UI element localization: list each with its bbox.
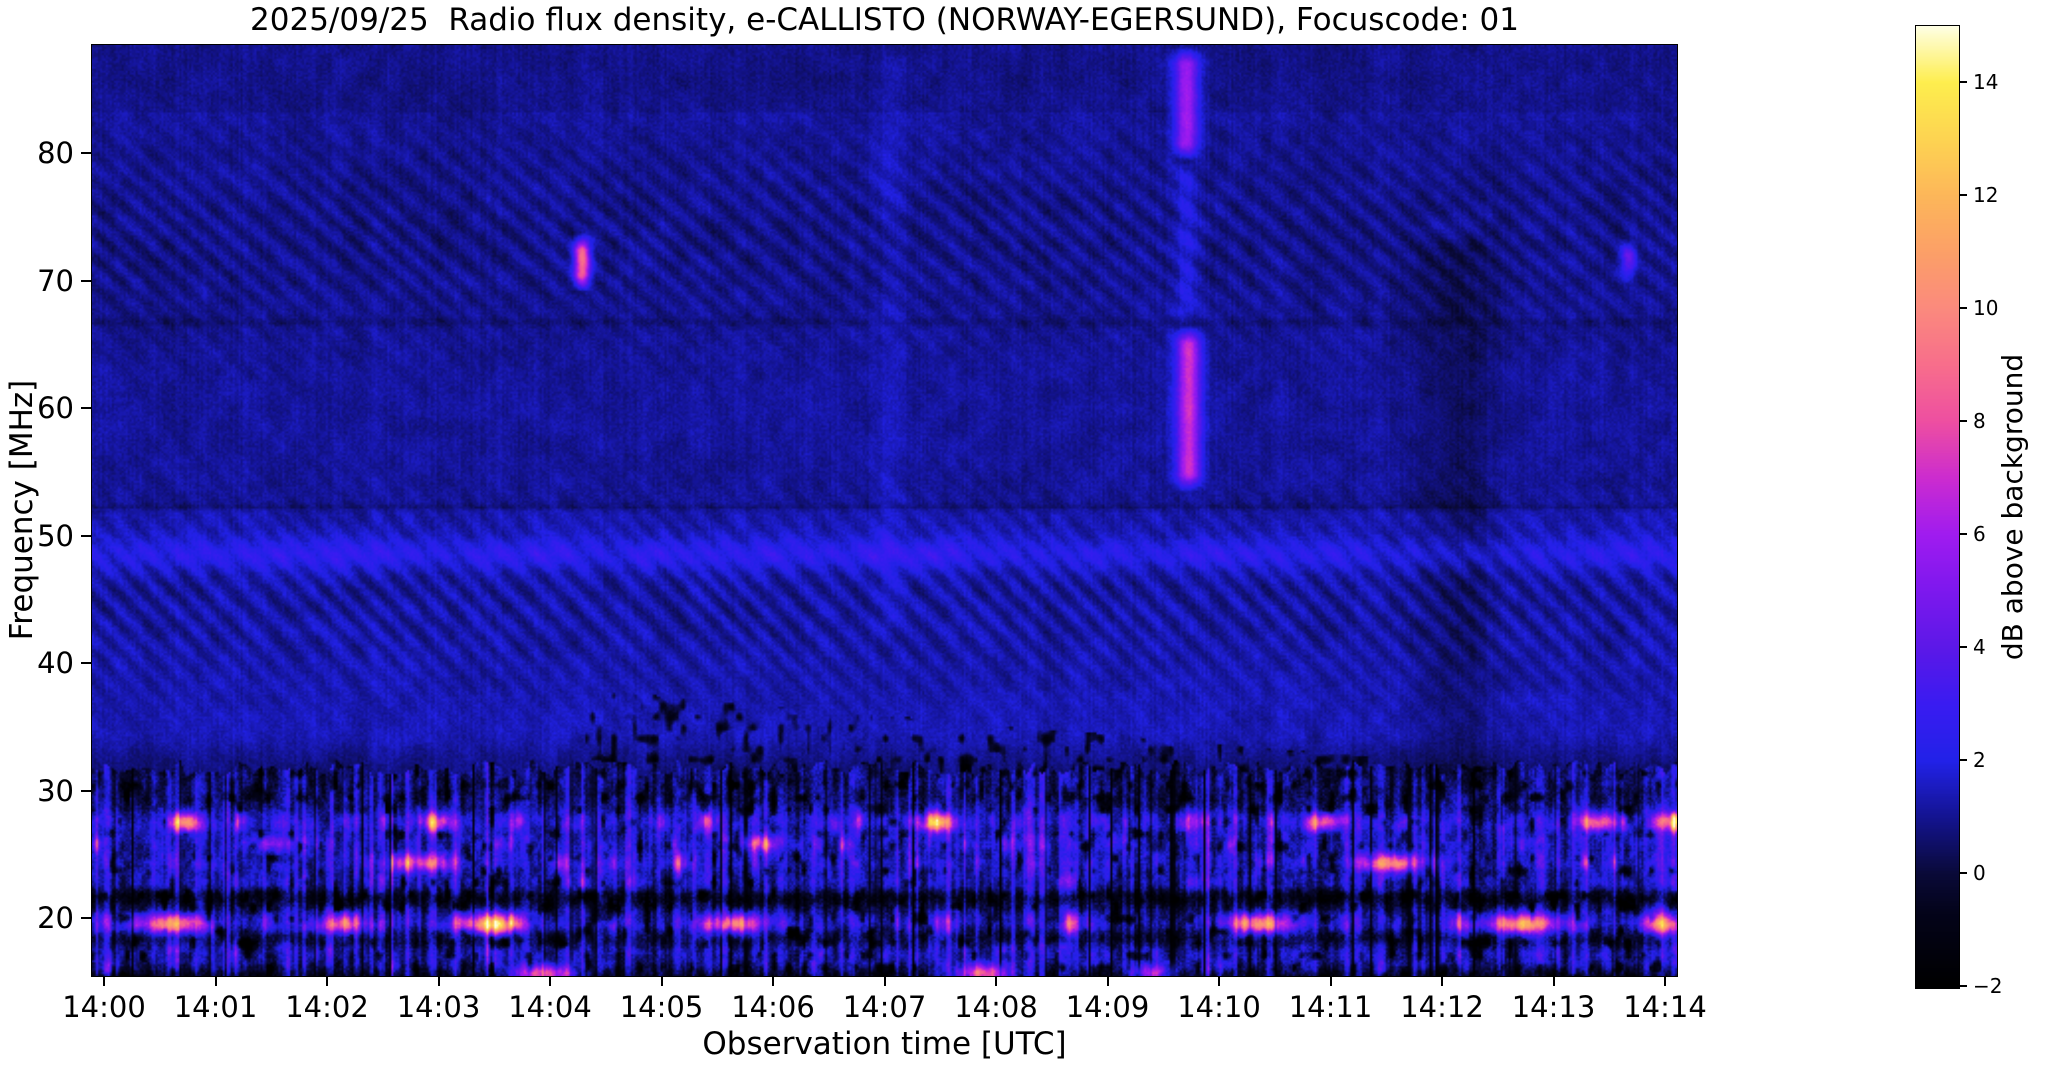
x-tick-mark	[995, 976, 997, 986]
y-tick-mark	[81, 152, 91, 154]
colorbar-tick-label: 4	[1973, 635, 1986, 659]
x-tick-mark	[214, 976, 217, 986]
y-tick-label: 80	[37, 136, 74, 170]
x-tick-mark	[1664, 976, 1666, 986]
colorbar-tick-mark	[1959, 872, 1967, 874]
y-tick-label: 70	[37, 263, 74, 298]
x-tick-label: 14:05	[619, 990, 704, 1024]
x-tick-mark	[549, 976, 551, 986]
y-tick-mark	[81, 789, 91, 792]
y-tick-label: 60	[37, 391, 74, 425]
x-tick-mark	[660, 976, 663, 986]
colorbar-tick-mark	[1959, 307, 1967, 309]
colorbar-tick-mark	[1959, 194, 1967, 196]
x-tick-mark	[437, 976, 440, 986]
colorbar-tick-mark	[1959, 985, 1967, 987]
colorbar-tick-label: 10	[1973, 296, 1999, 320]
x-tick-label: 14:12	[1400, 990, 1484, 1024]
y-tick-label: 40	[37, 646, 74, 680]
x-tick-label: 14:06	[731, 990, 815, 1024]
colorbar-tick-label: 2	[1973, 748, 1986, 772]
x-tick-label: 14:10	[1177, 990, 1261, 1024]
colorbar-tick-mark	[1959, 759, 1967, 761]
x-tick-mark	[1441, 976, 1443, 986]
chart-title: 2025/09/25 Radio flux density, e-CALLIST…	[250, 2, 1519, 38]
spectrogram-image	[92, 45, 1677, 976]
x-tick-mark	[326, 976, 328, 986]
y-tick-label: 30	[37, 773, 74, 808]
x-tick-label: 14:02	[285, 990, 369, 1024]
colorbar-tick-label: −2	[1973, 974, 2003, 998]
y-tick-mark	[81, 279, 91, 282]
x-tick-label: 14:08	[954, 990, 1038, 1024]
x-tick-label: 14:13	[1511, 990, 1596, 1024]
y-tick-label: 20	[37, 901, 74, 935]
x-tick-mark	[1329, 976, 1332, 986]
colorbar-tick-label: 0	[1973, 861, 1986, 885]
colorbar-tick-mark	[1959, 646, 1967, 648]
y-axis-label: Frequency [MHz]	[4, 379, 40, 641]
colorbar-gradient	[1916, 26, 1959, 988]
y-tick-mark	[81, 407, 91, 409]
x-tick-mark	[1106, 976, 1109, 986]
x-tick-mark	[1552, 976, 1555, 986]
colorbar-tick-mark	[1959, 533, 1967, 535]
x-tick-mark	[772, 976, 774, 986]
x-tick-mark	[1218, 976, 1220, 986]
x-tick-label: 14:00	[62, 990, 146, 1024]
x-tick-mark	[103, 976, 105, 986]
y-tick-mark	[81, 534, 91, 537]
y-tick-mark	[81, 917, 91, 919]
x-tick-label: 14:14	[1623, 990, 1707, 1024]
colorbar-tick-mark	[1959, 420, 1967, 422]
x-tick-label: 14:09	[1065, 990, 1150, 1024]
x-axis-label: Observation time [UTC]	[702, 1026, 1067, 1062]
colorbar-tick-label: 8	[1973, 409, 1986, 433]
y-tick-mark	[81, 662, 91, 664]
y-tick-label: 50	[37, 518, 74, 553]
x-tick-label: 14:03	[396, 990, 481, 1024]
colorbar-tick-label: 6	[1973, 522, 1986, 546]
x-tick-label: 14:07	[842, 990, 927, 1024]
x-tick-label: 14:11	[1288, 990, 1373, 1024]
colorbar-tick-label: 14	[1973, 70, 1999, 94]
x-tick-label: 14:01	[173, 990, 258, 1024]
colorbar-tick-mark	[1959, 81, 1967, 83]
x-tick-label: 14:04	[508, 990, 592, 1024]
colorbar-tick-label: 12	[1973, 183, 1999, 207]
colorbar-label: dB above background	[1996, 353, 2029, 661]
x-tick-mark	[883, 976, 886, 986]
